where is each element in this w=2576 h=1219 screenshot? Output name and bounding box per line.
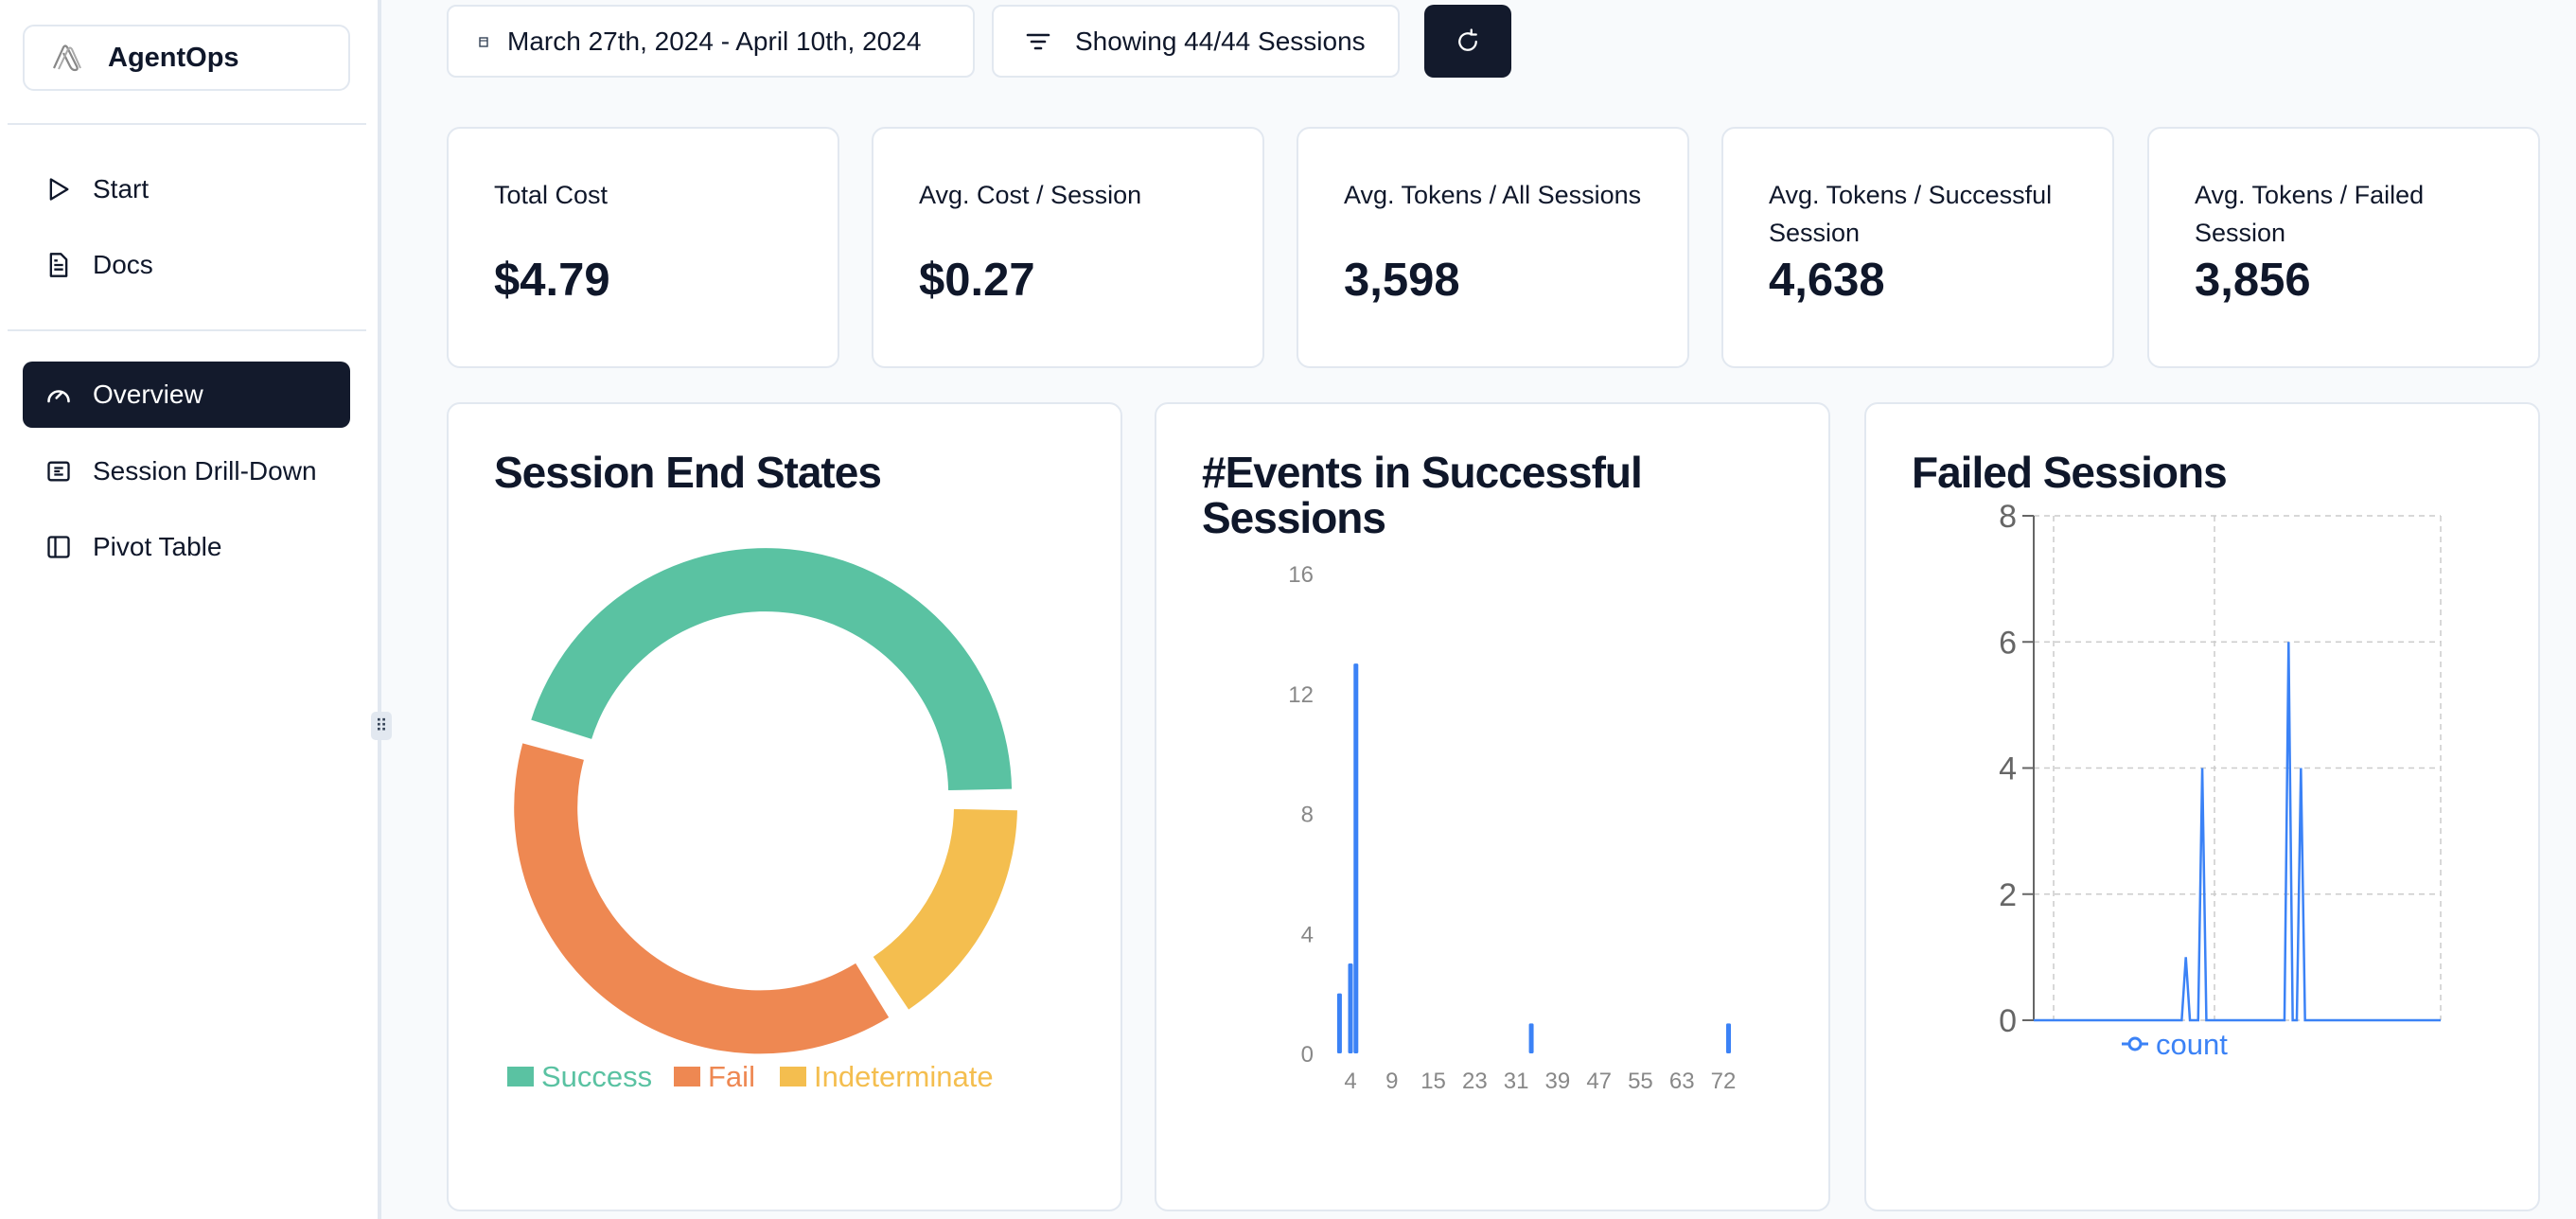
sidebar-item-overview[interactable]: Overview	[23, 362, 350, 428]
sidebar-item-pivot-table[interactable]: Pivot Table	[23, 514, 350, 580]
sidebar-item-label: Docs	[93, 250, 153, 279]
gauge-icon	[47, 390, 70, 403]
sidebar-item-label: Start	[93, 174, 150, 203]
panel-icon	[47, 536, 70, 558]
bar	[1348, 963, 1353, 1053]
legend-label: count	[2156, 1028, 2228, 1061]
x-tick-label: 31	[1504, 1069, 1529, 1094]
x-tick-label: 63	[1669, 1069, 1695, 1094]
date-range-picker[interactable]: March 27th, 2024 - April 10th, 2024	[447, 5, 975, 78]
events-successful-card: #Events in Successful Sessions 0 4 8 12 16 4 9…	[1155, 402, 1830, 1211]
stat-value: 3,856	[2195, 255, 2311, 306]
chart-title: Failed Sessions	[1912, 448, 2228, 497]
paperclip-logo-icon	[52, 44, 81, 72]
session-filter-label: Showing 44/44 Sessions	[1075, 26, 1366, 56]
pie-chart: Success Fail Indeterminate	[507, 548, 1017, 1093]
date-range-label: March 27th, 2024 - April 10th, 2024	[507, 26, 922, 56]
brand-name: AgentOps	[108, 42, 239, 73]
stat-card-avg-tokens-all: Avg. Tokens / All Sessions 3,598	[1297, 127, 1689, 368]
sidebar-item-label: Pivot Table	[93, 532, 222, 561]
failed-sessions-card: Failed Sessions 0 2 4 6 8 count	[1864, 402, 2540, 1211]
stat-value: 3,598	[1344, 255, 1460, 306]
bar	[1336, 993, 1342, 1053]
stat-label: Avg. Tokens / Successful Session	[1769, 181, 2053, 247]
stat-label: Avg. Tokens / All Sessions	[1344, 181, 1642, 209]
document-icon	[49, 253, 68, 277]
pie-slice-success	[531, 548, 1013, 791]
session-end-states-card: Session End States Success Fail Indetermin…	[447, 402, 1122, 1211]
sidebar-item-session-drill-down[interactable]: Session Drill-Down	[23, 438, 350, 504]
pie-slice-fail	[514, 743, 890, 1054]
bar	[1528, 1023, 1534, 1053]
x-tick-label: 9	[1385, 1069, 1398, 1094]
refresh-icon	[1458, 27, 1477, 51]
legend-swatch	[674, 1067, 700, 1086]
legend-marker-icon	[2127, 1036, 2143, 1051]
calendar-icon	[479, 36, 488, 47]
bar	[1726, 1023, 1732, 1053]
grip-icon: ⠿	[375, 716, 388, 735]
divider	[8, 329, 366, 331]
y-tick-label: 8	[1999, 499, 2017, 535]
session-filter-button[interactable]: Showing 44/44 Sessions	[992, 5, 1400, 78]
sidebar-item-label: Session Drill-Down	[93, 456, 317, 486]
stat-label: Total Cost	[494, 181, 609, 209]
chart-title: Session End States	[494, 448, 882, 497]
stat-card-total-cost: Total Cost $4.79	[447, 127, 839, 368]
legend-label: Indeterminate	[814, 1060, 994, 1093]
y-tick-label: 4	[1301, 922, 1314, 947]
stat-card-avg-cost: Avg. Cost / Session $0.27	[872, 127, 1264, 368]
refresh-button[interactable]	[1424, 5, 1511, 78]
sidebar-item-docs[interactable]: Docs	[23, 232, 350, 298]
y-tick-label: 2	[1999, 877, 2017, 913]
play-icon	[49, 178, 69, 201]
sidebar: AgentOps Start Docs Overview Session Dri…	[0, 0, 381, 1219]
legend-swatch	[507, 1067, 534, 1086]
pie-slice-indeterminate	[873, 808, 1017, 1010]
legend-label: Success	[541, 1060, 652, 1093]
bar-chart: 0 4 8 12 16 4 9 15 23 31 39 47 55 63 72	[1288, 562, 1737, 1094]
series-line-count	[2034, 642, 2441, 1022]
y-tick-label: 12	[1288, 682, 1314, 708]
stat-card-avg-tokens-success: Avg. Tokens / Successful Session 4,638	[1721, 127, 2114, 368]
chart-title: #Events in Successful Sessions	[1202, 448, 1643, 542]
filter-icon	[1026, 33, 1050, 49]
y-tick-label: 0	[1999, 1003, 2017, 1039]
y-tick-label: 8	[1301, 803, 1314, 828]
legend-label: Fail	[708, 1060, 755, 1093]
list-icon	[47, 461, 70, 482]
y-tick-label: 0	[1301, 1042, 1314, 1068]
y-tick-label: 4	[1999, 751, 2017, 787]
bar	[1353, 663, 1359, 1053]
stat-label: Avg. Tokens / Failed Session	[2195, 181, 2425, 247]
x-tick-label: 55	[1628, 1069, 1653, 1094]
sidebar-item-label: Overview	[93, 380, 203, 409]
stat-value: 4,638	[1769, 255, 1885, 306]
stat-value: $0.27	[919, 255, 1035, 306]
x-tick-label: 39	[1545, 1069, 1571, 1094]
divider	[8, 123, 366, 125]
x-tick-label: 15	[1420, 1069, 1446, 1094]
line-chart: 0 2 4 6 8 count	[1999, 499, 2442, 1061]
y-tick-label: 6	[1999, 625, 2017, 661]
x-tick-label: 72	[1711, 1069, 1737, 1094]
legend-swatch	[780, 1067, 806, 1086]
stat-card-avg-tokens-failed: Avg. Tokens / Failed Session 3,856	[2147, 127, 2540, 368]
sidebar-resize-handle[interactable]: ⠿	[371, 712, 392, 740]
stat-value: $4.79	[494, 255, 610, 306]
x-tick-label: 47	[1586, 1069, 1612, 1094]
brand-logo-button[interactable]: AgentOps	[23, 25, 350, 91]
stat-label: Avg. Cost / Session	[919, 181, 1142, 209]
x-tick-label: 4	[1344, 1069, 1356, 1094]
x-tick-label: 23	[1462, 1069, 1488, 1094]
y-tick-label: 16	[1288, 562, 1314, 588]
sidebar-item-start[interactable]: Start	[23, 156, 350, 222]
